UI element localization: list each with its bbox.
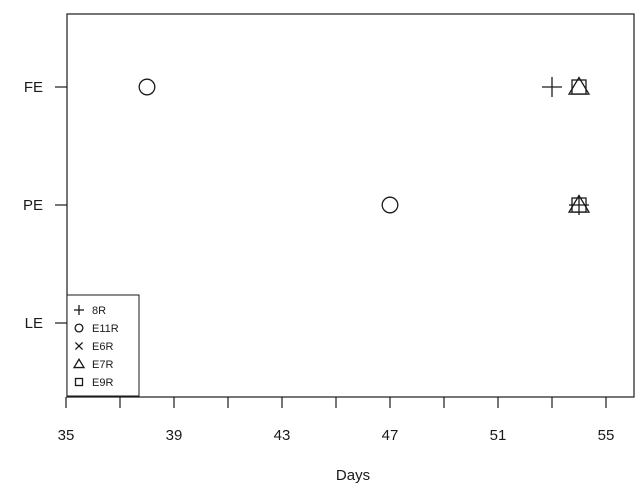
y-category-label: LE [25, 315, 43, 332]
legend-label-e6r: E6R [92, 341, 113, 353]
x-tick-label: 47 [382, 427, 399, 444]
legend: 8R E11R E6R E7R E9R [66, 294, 140, 397]
legend-marker-8r [74, 305, 84, 315]
legend-label-e11r: E11R [92, 323, 119, 335]
x-axis: 3539434751555963 [58, 397, 615, 444]
x-tick-label: 55 [598, 427, 615, 444]
legend-label-8r: 8R [92, 305, 106, 317]
x-tick-label: 35 [58, 427, 75, 444]
y-category-label: FE [24, 79, 43, 96]
legend-marker-e11r [74, 323, 84, 333]
legend-marker-e7r [72, 357, 86, 369]
legend-label-e7r: E7R [92, 359, 113, 371]
x-tick-label: 43 [274, 427, 291, 444]
data-point-e11r [138, 78, 156, 96]
x-tick-label: 39 [166, 427, 183, 444]
x-tick-label: 51 [490, 427, 507, 444]
plot-frame [66, 13, 635, 398]
data-point-e11r [381, 196, 399, 214]
legend-marker-e6r [74, 341, 84, 351]
legend-marker-e9r [74, 377, 84, 387]
data-points [138, 76, 591, 215]
data-point-e9r [571, 197, 587, 213]
data-point-8r [542, 77, 562, 97]
x-axis-title: Days [336, 467, 370, 484]
legend-label-e9r: E9R [92, 377, 113, 389]
data-point-e9r [571, 79, 587, 95]
y-category-label: PE [23, 197, 43, 214]
y-axis: LE PE FE [23, 79, 67, 332]
